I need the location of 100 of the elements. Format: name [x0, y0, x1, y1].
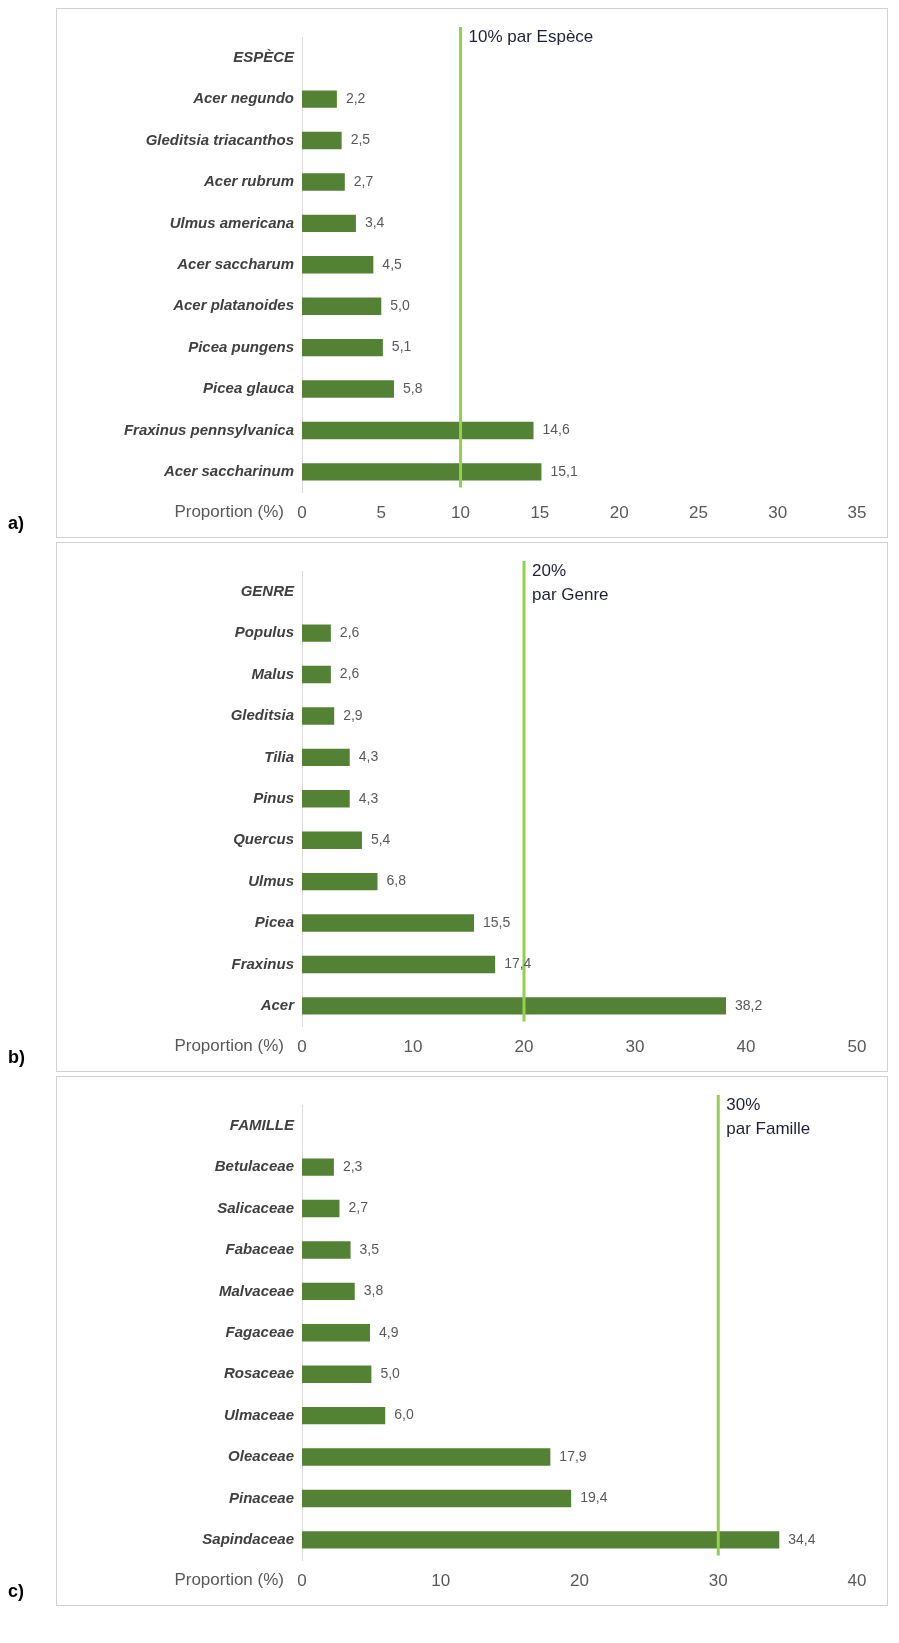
- y-tick-label: Acer platanoides: [172, 296, 294, 314]
- y-tick-label: Fagaceae: [225, 1322, 294, 1340]
- bar: [302, 338, 383, 357]
- y-tick-label: Picea pungens: [188, 337, 294, 355]
- y-tick-label: Fabaceae: [225, 1240, 294, 1258]
- y-tick-label: Acer saccharum: [176, 254, 294, 272]
- bar: [302, 214, 356, 233]
- x-tick-label: 30: [625, 1037, 645, 1057]
- y-tick-label: Gleditsia: [230, 706, 294, 724]
- bar: [302, 1489, 572, 1508]
- x-axis-title: Proportion (%): [174, 1570, 284, 1590]
- x-tick-label: 40: [736, 1037, 756, 1057]
- y-tick-label: Oleaceae: [228, 1447, 294, 1465]
- data-label: 5,4: [370, 831, 391, 848]
- data-label: 3,4: [364, 214, 385, 231]
- data-label: 5,1: [391, 338, 412, 355]
- bar: [302, 707, 335, 725]
- bar: [302, 872, 378, 891]
- data-label: 3,5: [359, 1240, 380, 1257]
- y-tick-label: Picea glauca: [203, 379, 294, 397]
- x-tick-label: 10: [403, 1037, 423, 1057]
- bar: [302, 90, 337, 108]
- data-label: 6,8: [386, 872, 407, 889]
- y-tick-label: Acer rubrum: [202, 172, 294, 190]
- x-tick-label: 30: [708, 1571, 728, 1591]
- bar: [302, 955, 496, 974]
- data-label: 17,9: [559, 1447, 587, 1464]
- data-label: 34,4: [788, 1530, 816, 1547]
- y-tick-label: Picea: [254, 913, 294, 931]
- bar: [302, 1282, 355, 1301]
- y-tick-label: Pinus: [253, 788, 294, 806]
- x-tick-label: 30: [768, 503, 788, 523]
- data-label: 19,4: [580, 1489, 608, 1506]
- bar: [302, 790, 350, 808]
- y-tick-label: Acer: [259, 996, 296, 1014]
- ref-line-label: 20% par Genre: [532, 561, 609, 605]
- bar: [302, 380, 394, 398]
- x-tick-label: 35: [847, 503, 867, 523]
- y-tick-label: Tilia: [264, 747, 294, 765]
- bar: [302, 1365, 372, 1383]
- data-label: 2,6: [339, 665, 360, 682]
- y-tick-label: Sapindaceae: [202, 1530, 294, 1548]
- ref-line-label: 30% par Famille: [726, 1095, 811, 1139]
- x-tick-label: 20: [570, 1571, 589, 1591]
- data-label: 2,6: [339, 623, 360, 640]
- y-tick-label: Betulaceae: [214, 1157, 294, 1175]
- x-tick-label: 10: [451, 503, 471, 523]
- data-label: 2,7: [348, 1199, 369, 1216]
- y-tick-label: Quercus: [233, 830, 294, 848]
- data-label: 6,0: [394, 1406, 414, 1423]
- y-tick-label: Acer saccharinum: [162, 462, 294, 480]
- bar: [302, 173, 345, 191]
- text: c): [8, 1581, 25, 1601]
- bar: [302, 665, 331, 684]
- y-tick-label: Populus: [234, 623, 294, 641]
- data-label: 2,3: [342, 1157, 363, 1174]
- x-axis-title: Proportion (%): [174, 1036, 284, 1056]
- bar: [302, 831, 362, 849]
- y-tick-label: GENRE: [240, 581, 295, 599]
- data-label: 5,0: [390, 297, 410, 314]
- data-label: 15,5: [483, 913, 511, 930]
- bar: [302, 748, 350, 767]
- y-tick-label: Ulmus: [248, 871, 294, 889]
- data-label: 5,8: [402, 379, 423, 396]
- y-tick-label: Malvaceae: [218, 1281, 294, 1299]
- x-tick-label: 15: [530, 503, 550, 523]
- bar: [302, 1531, 780, 1549]
- bar: [302, 1158, 334, 1176]
- data-label: 4,5: [382, 255, 403, 272]
- data-label: 4,3: [358, 748, 379, 765]
- y-tick-label: FAMILLE: [229, 1115, 295, 1133]
- bar: [302, 421, 534, 440]
- y-tick-label: Acer negundo: [192, 89, 294, 107]
- y-tick-label: Pinaceae: [228, 1488, 294, 1506]
- data-label: 14,6: [542, 421, 570, 438]
- bar: [302, 624, 331, 642]
- x-tick-label: 50: [847, 1037, 867, 1057]
- data-label: 4,9: [378, 1323, 399, 1340]
- text: b): [8, 1047, 25, 1067]
- bar: [302, 463, 542, 481]
- data-label: 5,0: [380, 1365, 401, 1382]
- data-label: 2,5: [350, 131, 371, 148]
- data-label: 2,2: [345, 89, 366, 106]
- x-tick-label: 25: [688, 503, 708, 523]
- bar: [302, 1241, 351, 1259]
- x-tick-label: 20: [609, 503, 629, 523]
- y-tick-label: Malus: [251, 664, 294, 682]
- y-tick-label: Gleditsia triacanthos: [145, 130, 294, 148]
- y-tick-label: Ulmaceae: [223, 1405, 294, 1423]
- ref-line-label: 10% par Espèce: [468, 27, 594, 47]
- text: a): [8, 513, 25, 533]
- x-axis-title: Proportion (%): [174, 502, 284, 522]
- y-tick-label: Fraxinus pennsylvanica: [123, 420, 294, 438]
- y-tick-label: Rosaceae: [223, 1364, 294, 1382]
- bar: [302, 256, 374, 274]
- data-label: 4,3: [358, 789, 379, 806]
- x-tick-label: 0: [297, 503, 307, 523]
- data-label: 3,8: [363, 1282, 384, 1299]
- bar: [302, 131, 342, 150]
- data-label: 15,1: [550, 462, 578, 479]
